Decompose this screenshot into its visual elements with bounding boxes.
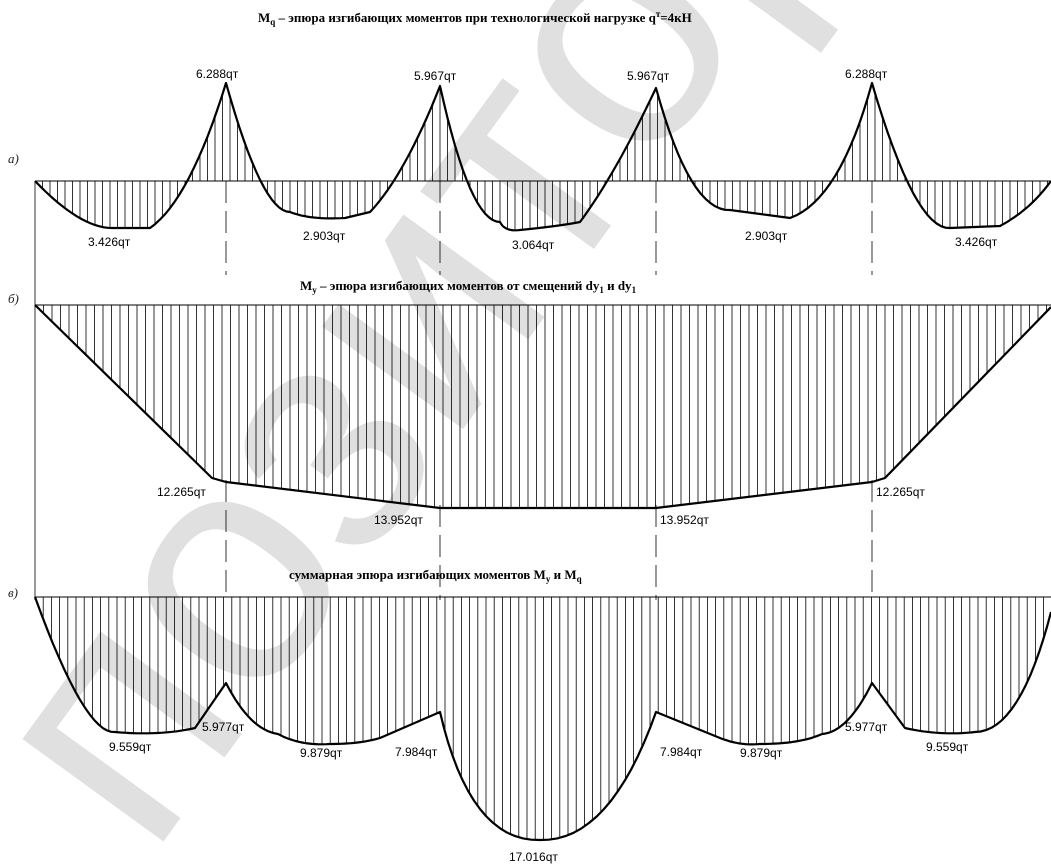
diagram-b-hatching — [43, 305, 1047, 508]
diagram-c-label: в) — [8, 585, 18, 600]
diagram-a-value: 2.903qт — [303, 229, 346, 243]
diagram-c-value: 9.879qт — [300, 746, 343, 760]
diagram-c-hatching — [42, 597, 1044, 840]
diagram-b-title: My – эпюра изгибающих моментов от смещен… — [300, 278, 637, 295]
diagram-c-value: 7.984qт — [395, 745, 438, 759]
diagram-c-value: 9.559qт — [926, 740, 969, 754]
diagram-b-value: 13.952qт — [660, 513, 709, 527]
diagram-a-value: 6.288qт — [196, 67, 239, 81]
diagram-b-value: 12.265qт — [157, 485, 206, 499]
diagram-b-value: 12.265qт — [876, 485, 925, 499]
diagram-c-title: суммарная эпюра изгибающих моментов My и… — [289, 567, 582, 584]
diagram-a-hatching — [42, 86, 1048, 231]
diagram-a: Mq – эпюра изгибающих моментов при техно… — [8, 9, 1051, 252]
diagram-b-curve — [34, 304, 1051, 510]
diagram-c-value: 7.984qт — [660, 745, 703, 759]
diagram-a-value: 3.426qт — [955, 235, 998, 249]
diagram-a-value: 3.064qт — [512, 238, 555, 252]
diagram-b-value: 13.952qт — [374, 513, 423, 527]
diagram-a-label: а) — [8, 151, 19, 166]
diagram-a-value: 5.967qт — [627, 69, 670, 83]
diagram-c-curve — [33, 596, 1051, 842]
diagram-c-value: 9.559qт — [109, 740, 152, 754]
diagram-a-title: Mq – эпюра изгибающих моментов при техно… — [258, 9, 692, 27]
diagram-c-value: 9.879qт — [740, 746, 783, 760]
diagram-c-value: 5.977qт — [845, 720, 888, 734]
diagram-b: My – эпюра изгибающих моментов от смещен… — [8, 278, 1051, 527]
diagram-a-curve — [34, 81, 1051, 232]
diagram-a-value: 3.426qт — [88, 235, 131, 249]
support-lines — [34, 181, 873, 600]
diagram-a-value: 2.903qт — [745, 229, 788, 243]
diagram-b-label: б) — [8, 291, 19, 306]
diagram-c-value: 17.016qт — [509, 850, 558, 864]
diagram-c: суммарная эпюра изгибающих моментов My и… — [8, 567, 1051, 864]
diagram-a-value: 6.288qт — [845, 67, 888, 81]
diagram-c-value: 5.977qт — [202, 720, 245, 734]
diagram-a-value: 5.967qт — [414, 69, 457, 83]
